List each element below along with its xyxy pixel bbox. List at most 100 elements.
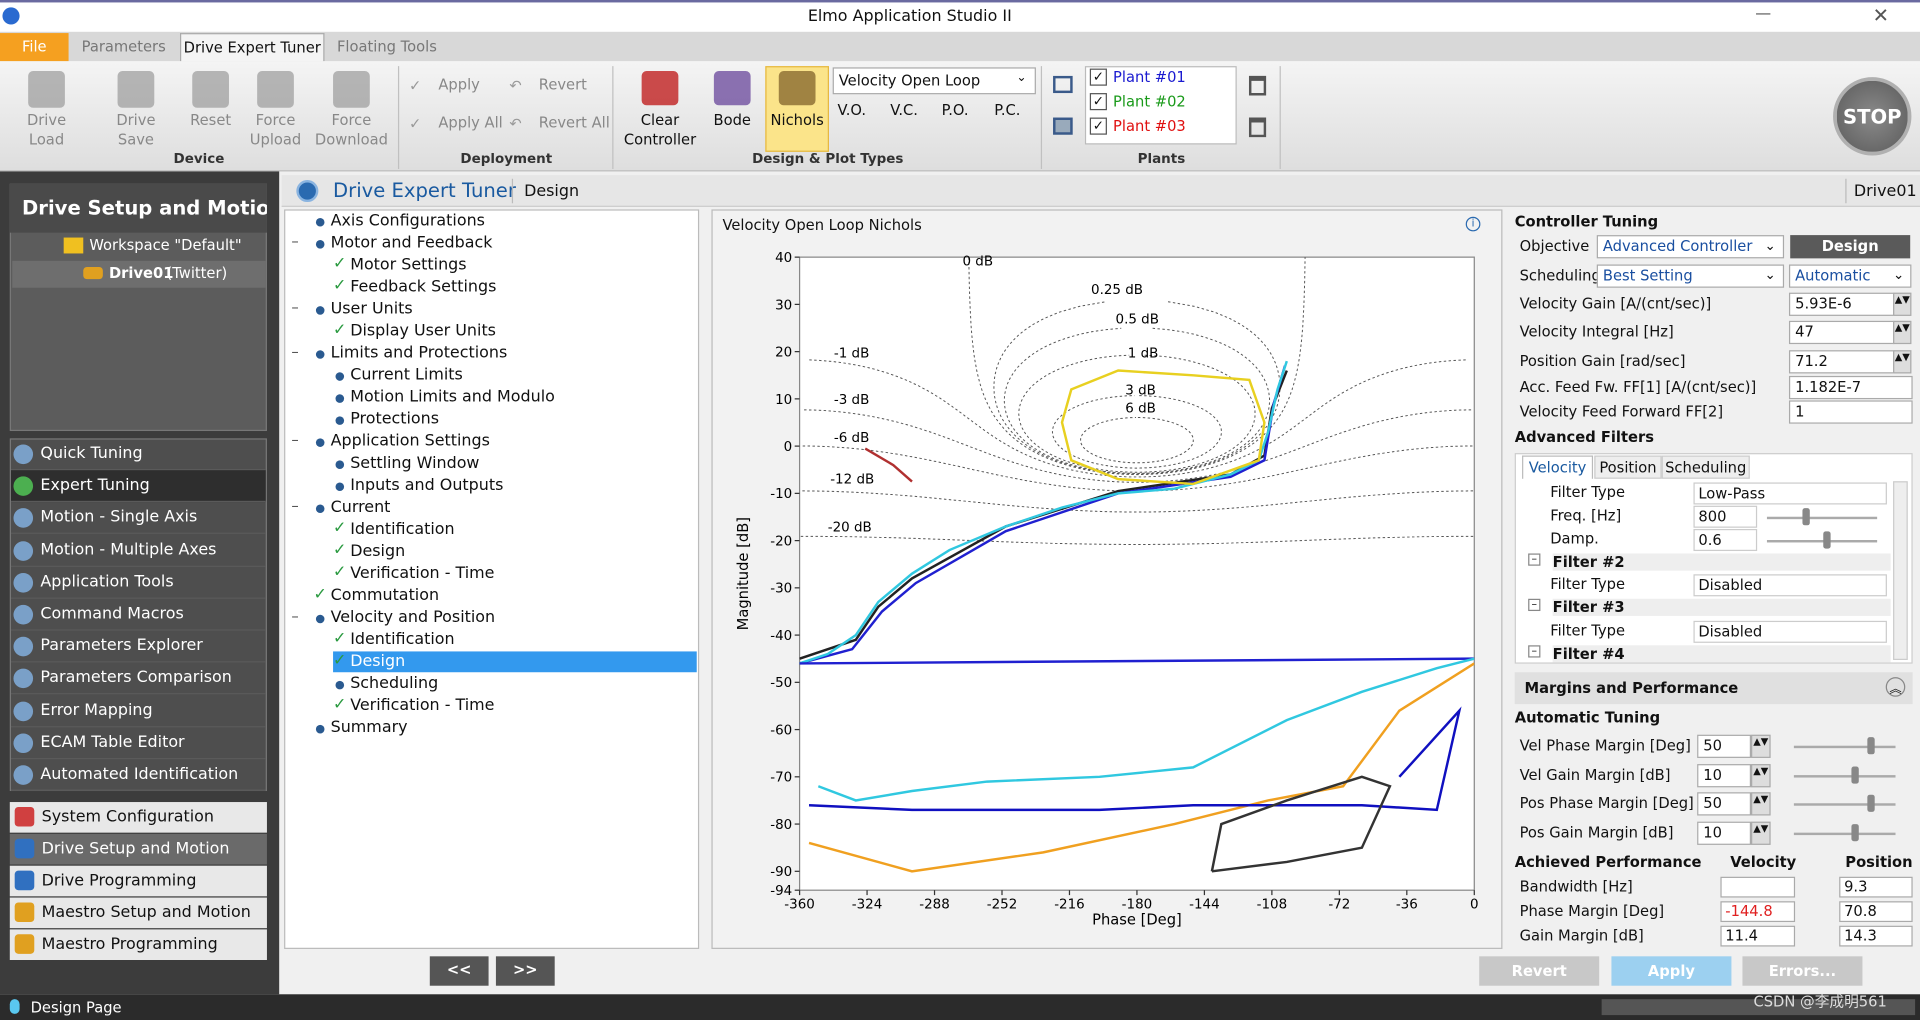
plot-option[interactable]: P.O. [941, 101, 969, 119]
ribbon-button[interactable]: Clear Controller [623, 111, 697, 149]
input[interactable]: 47 [1788, 320, 1895, 345]
nav-label[interactable]: Command Macros [40, 604, 184, 624]
dropdown[interactable]: Automatic [1788, 264, 1912, 288]
spinner[interactable]: ▲▼ [1893, 292, 1912, 316]
nav-item[interactable] [11, 567, 266, 599]
nav-label[interactable]: ECAM Table Editor [40, 733, 185, 752]
tree-item[interactable]: User Units [330, 300, 413, 319]
ribbon-tab[interactable]: Floating Tools [336, 37, 437, 56]
plot-option[interactable]: V.C. [890, 101, 918, 119]
group-toggle[interactable]: – [1528, 645, 1541, 658]
filter-tab[interactable]: Scheduling [1661, 455, 1750, 479]
ribbon-tab[interactable]: Parameters [81, 37, 166, 56]
section-item[interactable] [9, 897, 267, 929]
input[interactable]: 10 [1697, 821, 1752, 845]
design-button[interactable]: Design [1790, 235, 1911, 259]
section-item[interactable] [9, 833, 267, 865]
tree-item[interactable]: Display User Units [350, 322, 496, 341]
plant-checkbox[interactable]: ✓ [1089, 68, 1107, 86]
input[interactable]: 71.2 [1788, 350, 1895, 374]
slider-thumb[interactable] [1867, 737, 1875, 755]
plant-name[interactable]: Plant #03 [1113, 117, 1186, 135]
slider-thumb[interactable] [1823, 531, 1831, 549]
filter-tab[interactable]: Position [1594, 455, 1662, 479]
nav-item[interactable] [11, 695, 266, 727]
input[interactable]: 50 [1697, 734, 1752, 758]
spinner[interactable]: ▲▼ [1893, 350, 1912, 374]
nav-label[interactable]: Parameters Explorer [40, 636, 203, 656]
tree-item[interactable]: Current [330, 498, 391, 517]
filter-tab[interactable]: Velocity [1522, 455, 1594, 479]
nav-item[interactable] [11, 727, 266, 759]
slider-thumb[interactable] [1851, 766, 1859, 784]
nav-label[interactable]: Automated Identification [40, 765, 239, 784]
minimize-button[interactable]: — [1755, 4, 1772, 24]
nav-label[interactable]: Motion - Single Axis [40, 508, 198, 528]
workspace-label[interactable]: Workspace "Default" [89, 236, 242, 254]
action-button[interactable]: Revert [1479, 956, 1600, 986]
ribbon-button[interactable]: Revert [538, 75, 587, 94]
ribbon-button[interactable]: Reset [190, 111, 232, 129]
slider-thumb[interactable] [1867, 794, 1875, 812]
tree-item[interactable]: Identification [350, 520, 455, 539]
ribbon-button[interactable]: Nichols [770, 111, 824, 129]
tree-item[interactable]: Design [350, 652, 406, 672]
section-item[interactable] [9, 929, 267, 960]
group-toggle[interactable]: – [1528, 598, 1541, 612]
section-item[interactable] [9, 802, 267, 833]
tree-item[interactable]: Scheduling [350, 674, 439, 694]
ribbon-button[interactable]: Drive Save [116, 111, 156, 149]
tree-item[interactable]: Velocity and Position [330, 608, 496, 627]
filter-value[interactable]: 800 [1693, 505, 1758, 528]
nav-label[interactable]: Motion - Multiple Axes [40, 540, 217, 560]
filter-value[interactable]: Disabled [1693, 574, 1887, 597]
spinner[interactable]: ▲▼ [1751, 734, 1771, 758]
stop-button[interactable]: STOP [1833, 77, 1912, 156]
tree-item[interactable]: Motor Settings [350, 255, 467, 275]
nav-label[interactable]: Application Tools [40, 572, 174, 592]
section-label[interactable]: Maestro Setup and Motion [41, 903, 251, 923]
nav-item[interactable] [11, 438, 266, 471]
action-button[interactable]: Errors... [1742, 956, 1863, 986]
tree-item[interactable]: Summary [330, 718, 408, 738]
spinner[interactable]: ▲▼ [1751, 821, 1771, 845]
input[interactable]: 1 [1788, 400, 1913, 424]
input[interactable]: 10 [1697, 764, 1752, 788]
section-label[interactable]: Drive Setup and Motion [41, 840, 230, 859]
dropdown[interactable]: Best Setting [1596, 264, 1785, 288]
group-toggle[interactable]: – [1528, 553, 1541, 566]
nav-label[interactable]: Quick Tuning [40, 444, 143, 463]
section-label[interactable]: System Configuration [41, 808, 215, 827]
plant-checkbox[interactable]: ✓ [1089, 117, 1107, 135]
tree-item[interactable]: Protections [350, 410, 440, 429]
section-item[interactable] [9, 865, 267, 897]
tree-item[interactable]: Current Limits [350, 366, 463, 385]
plant-name[interactable]: Plant #02 [1113, 93, 1186, 111]
nav-button[interactable]: << [429, 956, 489, 986]
plot-type-select[interactable]: Velocity Open Loop [832, 67, 1036, 95]
spinner[interactable]: ▲▼ [1893, 320, 1912, 345]
drive-name[interactable]: Drive01 [108, 264, 174, 282]
plant-name[interactable]: Plant #01 [1113, 68, 1186, 86]
nav-label[interactable]: Expert Tuning [40, 476, 150, 495]
ribbon-button[interactable]: Bode [713, 111, 751, 129]
plant-checkbox[interactable]: ✓ [1089, 93, 1107, 111]
spinner[interactable]: ▲▼ [1751, 792, 1771, 816]
nav-label[interactable]: Error Mapping [40, 701, 153, 720]
nav-item[interactable] [11, 535, 266, 567]
tree-item[interactable]: Settling Window [350, 454, 480, 473]
nav-item[interactable] [11, 503, 266, 535]
tree-toggle[interactable]: – [291, 342, 299, 360]
close-button[interactable]: ✕ [1872, 3, 1890, 27]
tree-item[interactable]: Application Settings [330, 432, 490, 451]
ribbon-tab[interactable]: File [0, 33, 69, 62]
slider-thumb[interactable] [1802, 508, 1810, 526]
section-label[interactable]: Drive Programming [41, 871, 197, 891]
tree-item[interactable]: Axis Configurations [330, 211, 485, 231]
nav-item[interactable] [11, 663, 266, 695]
tree-item[interactable]: Identification [350, 630, 455, 649]
filter-value[interactable]: Low-Pass [1693, 482, 1887, 505]
nav-label[interactable]: Parameters Comparison [40, 669, 232, 688]
tree-item[interactable]: Inputs and Outputs [350, 476, 504, 495]
section-label[interactable]: Maestro Programming [41, 935, 218, 954]
